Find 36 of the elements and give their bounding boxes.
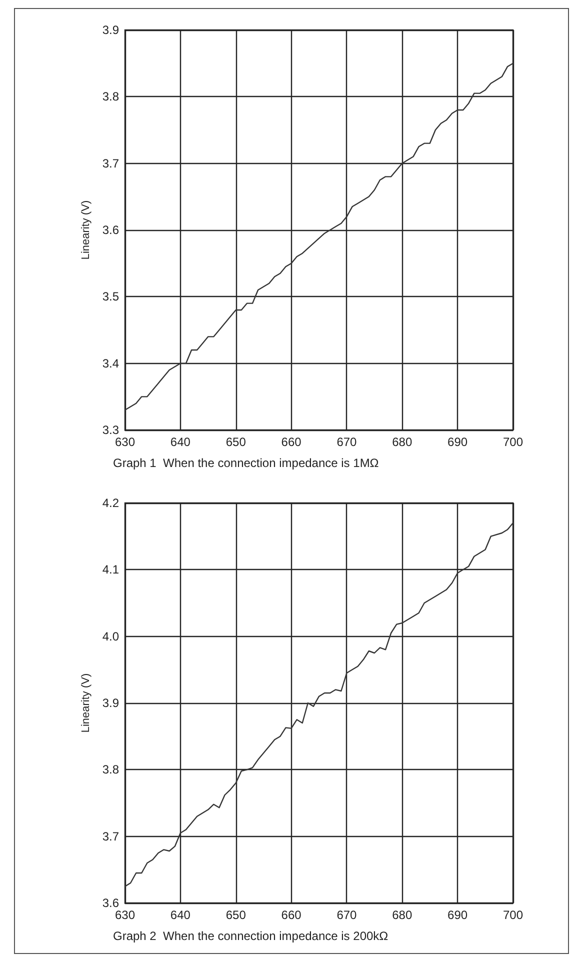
x-tick-label: 680 [392,435,412,449]
line-series [124,62,514,411]
x-tick-label: 640 [170,908,191,922]
y-axis-title: Linearity (V) [80,200,92,260]
y-tick-label: 3.9 [102,23,120,37]
x-tick-label: 700 [502,435,524,449]
y-tick-label: 3.5 [102,290,120,304]
y-tick-label: 3.9 [102,696,120,710]
x-tick-label: 670 [336,908,358,922]
x-tick-label: 680 [392,908,412,922]
y-tick-label: 3.8 [102,90,120,104]
y-axis-title: Linearity (V) [80,673,92,733]
x-tick-label: 650 [226,435,246,449]
y-tick-label: 4.2 [102,496,120,510]
x-tick-label: 640 [170,435,191,449]
x-tick-label: 650 [226,908,246,922]
y-tick-label: 3.8 [102,762,120,777]
x-tick-label: 630 [114,435,136,449]
text: Graph 2 When the connection impedance is 200kΩ [113,929,388,943]
y-tick-label: 3.6 [102,896,120,910]
y-tick-label: 4.0 [102,629,120,644]
x-tick-label: 690 [448,435,468,449]
x-tick-label: 660 [281,435,302,449]
y-tick-label: 3.7 [102,156,120,170]
y-tick-label: 4.1 [102,562,120,577]
line-series [124,522,514,887]
y-tick-label: 3.4 [102,356,120,370]
x-tick-label: 670 [336,435,358,449]
y-tick-label: 3.7 [102,829,120,844]
x-tick-label: 660 [281,908,302,922]
y-tick-label: 3.6 [102,223,120,237]
text: Graph 1 When the connection impedance is 1MΩ [113,456,379,470]
x-tick-label: 690 [448,908,468,922]
y-tick-label: 3.3 [102,423,120,437]
x-tick-label: 630 [114,908,136,922]
x-tick-label: 700 [502,908,524,922]
